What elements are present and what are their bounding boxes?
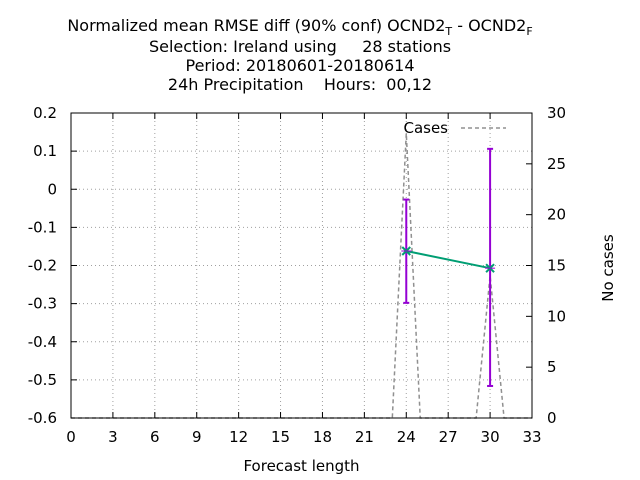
legend: Cases <box>403 119 506 137</box>
data-point-marker <box>401 246 412 256</box>
y-tick-label: 0.1 <box>33 142 57 160</box>
y2-axis-label: No cases <box>599 234 617 302</box>
x-tick-label: 30 <box>481 428 500 446</box>
x-axis-label: Forecast length <box>243 457 359 475</box>
y-tick-label: -0.4 <box>28 333 57 351</box>
y2-tick-label: 25 <box>547 155 566 173</box>
rmse-diff-line-segment <box>406 250 491 270</box>
y-tick-label: -0.1 <box>28 218 57 236</box>
x-tick-label: 0 <box>66 428 76 446</box>
y-tick-label: -0.2 <box>28 257 57 275</box>
x-tick-label: 33 <box>522 428 541 446</box>
x-tick-label: 18 <box>313 428 332 446</box>
chart-title-line-2: Selection: Ireland using 28 stations <box>148 37 452 56</box>
x-tick-label: 12 <box>229 428 248 446</box>
y2-tick-label: 0 <box>547 409 557 427</box>
chart-title-line-1: Normalized mean RMSE diff (90% conf) OCN… <box>67 16 533 38</box>
y2-tick-label: 10 <box>547 307 566 325</box>
data-point-marker <box>485 263 496 273</box>
y-tick-label: -0.5 <box>28 371 57 389</box>
y2-tick-label: 5 <box>547 358 557 376</box>
plot-frame <box>70 112 533 419</box>
cases-line <box>71 133 532 419</box>
x-tick-label: 6 <box>150 428 160 446</box>
y-tick-label: -0.6 <box>28 409 57 427</box>
rmse-diff-series <box>401 147 496 387</box>
y2-tick-label: 15 <box>547 257 566 275</box>
x-tick-label: 24 <box>397 428 416 446</box>
x-tick-label: 3 <box>108 428 118 446</box>
chart-title-line-3: Period: 20180601-20180614 <box>185 56 415 75</box>
grid <box>71 113 532 418</box>
x-tick-label: 15 <box>271 428 290 446</box>
axes: 0 3 6 9 12 15 18 21 24 27 30 33 -0.6 -0.5 -0.4 -0.3 -0.2… <box>28 104 566 446</box>
y2-tick-label: 20 <box>547 206 566 224</box>
x-tick-label: 27 <box>439 428 458 446</box>
chart-title-line-4: 24h Precipitation Hours: 00,12 <box>167 75 433 94</box>
x-tick-label: 9 <box>192 428 202 446</box>
y-tick-label: 0.2 <box>33 104 57 122</box>
y-tick-label: 0 <box>47 180 57 198</box>
y-tick-label: -0.3 <box>28 295 57 313</box>
cases-series <box>71 133 532 419</box>
legend-label-cases: Cases <box>403 119 448 137</box>
y2-tick-label: 30 <box>547 104 566 122</box>
x-tick-label: 21 <box>355 428 374 446</box>
